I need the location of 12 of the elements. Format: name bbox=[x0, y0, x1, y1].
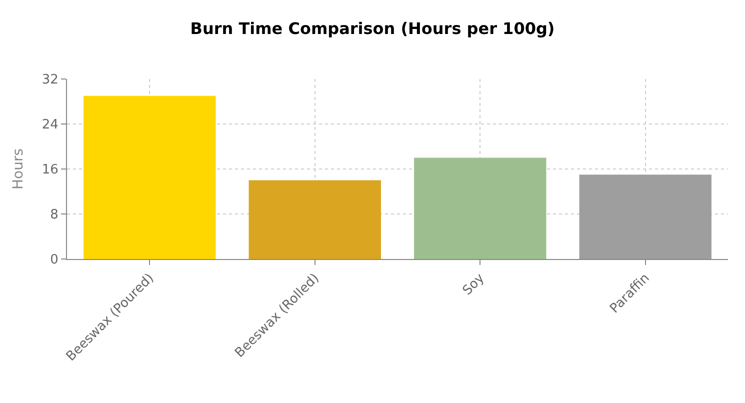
y-tick-label: 16 bbox=[42, 162, 58, 178]
y-tick-label: 0 bbox=[50, 252, 58, 268]
bar bbox=[84, 96, 216, 259]
y-tick-label: 32 bbox=[42, 72, 58, 88]
bar bbox=[414, 158, 546, 259]
y-axis-title: Hours bbox=[10, 148, 26, 190]
x-tick-label: Soy bbox=[460, 270, 488, 298]
y-tick-label: 24 bbox=[42, 118, 58, 133]
bar bbox=[579, 174, 712, 259]
y-tick-label: 8 bbox=[50, 208, 58, 223]
chart-title: Burn Time Comparison (Hours per 100g) bbox=[190, 18, 555, 38]
bar bbox=[248, 180, 381, 259]
